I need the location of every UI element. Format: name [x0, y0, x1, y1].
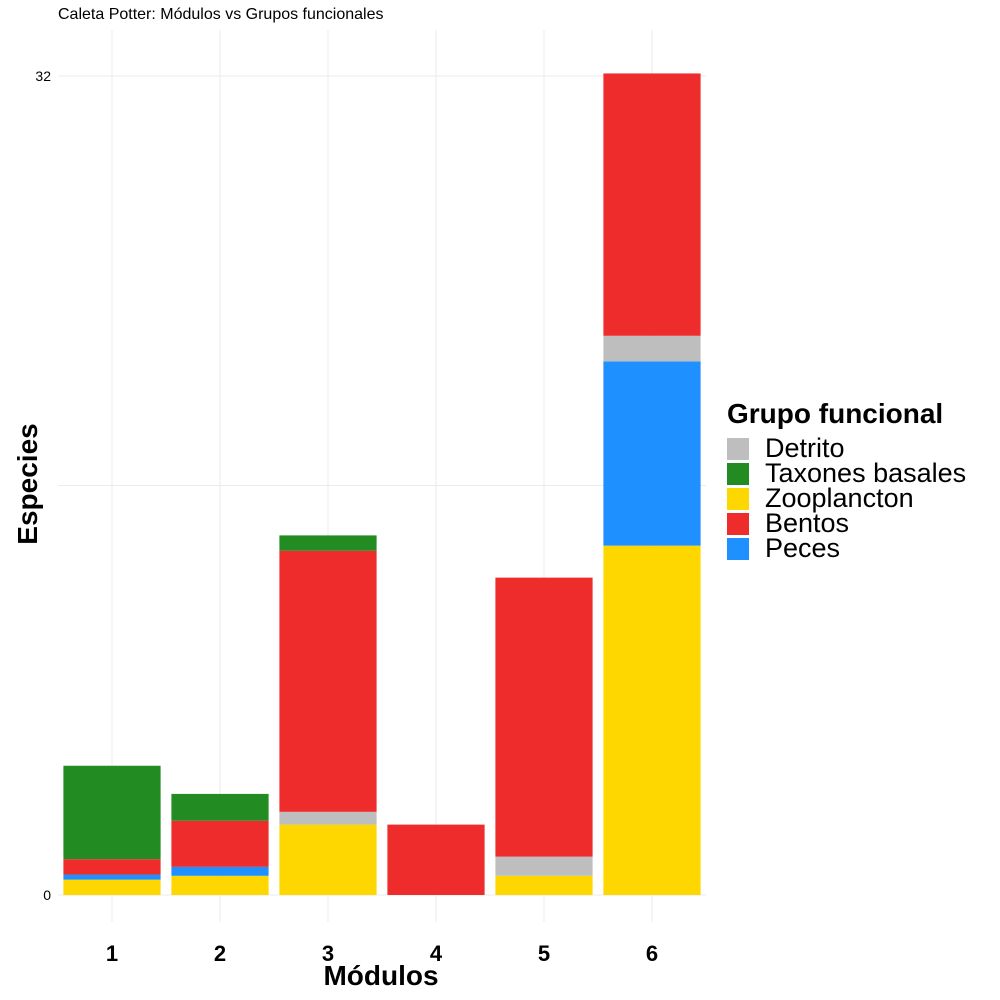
bar-segment-3-detrito	[279, 811, 377, 825]
bar-segment-6-bentos	[603, 73, 701, 336]
legend-item: Detrito	[727, 433, 966, 463]
legend: Grupo funcional Detrito Taxones basales Zo…	[727, 398, 967, 563]
y-axis-label: Especies	[12, 423, 43, 545]
chart-title: Caleta Potter: Módulos vs Grupos funcion…	[58, 6, 384, 23]
x-tick-label: 4	[430, 941, 443, 966]
bar-segment-4-bentos	[387, 824, 485, 895]
bar-segment-6-zooplancton	[603, 545, 701, 895]
bar-segment-5-bentos	[495, 577, 593, 857]
legend-item: Peces	[727, 533, 966, 563]
legend-label: Zooplancton	[765, 483, 914, 513]
x-tick-label: 2	[214, 941, 226, 966]
bar-segment-3-zooplancton	[279, 824, 377, 895]
legend-label: Taxones basales	[765, 458, 967, 488]
legend-item: Zooplancton	[727, 483, 966, 513]
y-tick-label: 0	[43, 887, 51, 903]
x-tick-label: 3	[322, 941, 334, 966]
bar-segment-6-peces	[603, 361, 701, 546]
bar-segment-1-zooplancton	[63, 879, 161, 895]
bar-segment-2-taxones-basales	[171, 793, 269, 821]
bar-segment-2-zooplancton	[171, 875, 269, 895]
bar-segment-3-bentos	[279, 550, 377, 812]
x-axis-label: Módulos	[323, 960, 439, 991]
bar-segment-1-peces	[63, 874, 161, 880]
legend-swatch	[727, 462, 749, 485]
bar-segment-2-bentos	[171, 820, 269, 867]
legend-swatch	[727, 512, 749, 535]
bars	[63, 73, 701, 895]
bar-segment-1-taxones-basales	[63, 765, 161, 860]
legend-label: Peces	[765, 533, 841, 563]
bar-segment-6-detrito	[603, 335, 701, 362]
x-tick-label: 1	[106, 941, 118, 966]
bar-segment-1-bentos	[63, 859, 161, 875]
y-tick-labels: 0 32	[35, 68, 51, 903]
y-tick-label: 32	[35, 68, 51, 84]
legend-swatch	[727, 487, 749, 510]
bar-segment-5-detrito	[495, 856, 593, 876]
legend-item: Taxones basales	[727, 458, 967, 488]
legend-label: Bentos	[765, 508, 850, 538]
bar-segment-3-taxones-basales	[279, 535, 377, 551]
bar-segment-5-zooplancton	[495, 875, 593, 895]
legend-label: Detrito	[765, 433, 845, 463]
x-tick-label: 5	[538, 941, 550, 966]
legend-swatch	[727, 537, 749, 560]
legend-title: Grupo funcional	[727, 398, 944, 429]
legend-swatch	[727, 437, 749, 460]
x-tick-label: 6	[646, 941, 658, 966]
legend-item: Bentos	[727, 508, 966, 538]
x-tick-labels: 1 2 3 4 5 6	[106, 941, 658, 966]
bar-segment-2-peces	[171, 866, 269, 876]
